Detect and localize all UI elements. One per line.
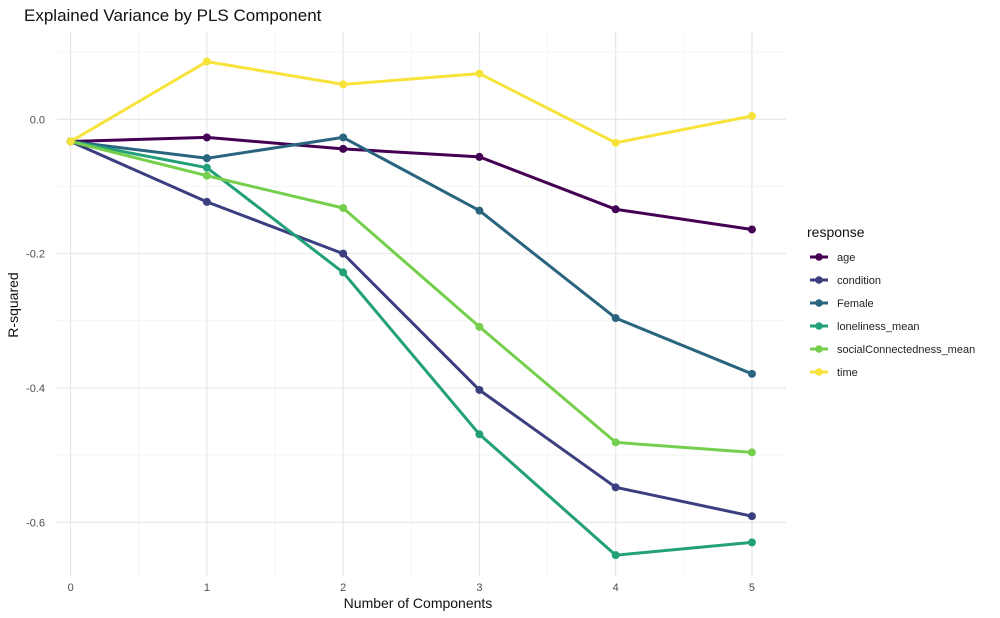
data-point-Female	[611, 314, 620, 323]
legend-item-loneliness_mean: loneliness_mean	[810, 321, 920, 333]
data-point-condition	[475, 385, 484, 394]
data-point-condition	[339, 249, 348, 258]
x-axis-title: Number of Components	[344, 595, 493, 611]
series-line-loneliness_mean	[69, 140, 754, 557]
data-point-age	[475, 152, 484, 161]
series-line-age	[69, 135, 754, 231]
y-tick-label: -0.4	[26, 383, 45, 395]
legend: response age condition Female loneliness_me…	[807, 224, 975, 379]
data-point-time	[747, 111, 756, 120]
data-point-age	[202, 133, 211, 142]
data-point-condition	[747, 512, 756, 521]
series-lines	[69, 60, 754, 557]
legend-key-point	[815, 299, 823, 307]
x-tick-label: 0	[68, 582, 74, 594]
data-point-loneliness_mean	[611, 551, 620, 560]
legend-item-socialConnectedness_mean: socialConnectedness_mean	[810, 344, 975, 356]
series-line-condition	[69, 140, 754, 518]
x-tick-label: 4	[613, 582, 619, 594]
legend-key-point	[815, 345, 823, 353]
legend-key-point	[815, 322, 823, 330]
y-axis-title: R-squared	[5, 272, 21, 337]
legend-label: age	[837, 252, 855, 264]
data-point-time	[66, 137, 75, 146]
data-point-socialConnectedness_mean	[611, 438, 620, 447]
x-tick-label: 5	[749, 582, 755, 594]
legend-label: time	[837, 367, 858, 379]
data-point-time	[611, 138, 620, 147]
data-point-socialConnectedness_mean	[475, 322, 484, 331]
x-tick-label: 2	[340, 582, 346, 594]
y-tick-label: 0.0	[30, 114, 45, 126]
data-point-socialConnectedness_mean	[339, 203, 348, 212]
legend-key-point	[815, 276, 823, 284]
legend-label: condition	[837, 275, 881, 287]
data-point-time	[339, 80, 348, 89]
series-line-socialConnectedness_mean	[69, 140, 754, 454]
legend-item-condition: condition	[810, 275, 881, 287]
y-tick-labels: 0.0 -0.2 -0.4 -0.6	[26, 114, 45, 529]
data-point-loneliness_mean	[202, 163, 211, 172]
data-point-age	[747, 225, 756, 234]
data-point-loneliness_mean	[747, 538, 756, 547]
data-point-age	[339, 144, 348, 153]
x-tick-label: 1	[204, 582, 210, 594]
legend-key-point	[815, 253, 823, 261]
chart-title: Explained Variance by PLS Component	[24, 6, 322, 25]
data-point-condition	[611, 483, 620, 492]
legend-label: socialConnectedness_mean	[837, 344, 975, 356]
legend-items: age condition Female loneliness_mean socialC…	[810, 252, 975, 379]
data-point-time	[202, 57, 211, 66]
y-tick-label: -0.2	[26, 249, 45, 261]
legend-item-time: time	[810, 367, 858, 379]
data-point-loneliness_mean	[475, 430, 484, 439]
x-tick-labels: 0 1 2 3 4 5	[68, 582, 755, 594]
legend-title: response	[807, 224, 865, 240]
data-point-Female	[202, 154, 211, 163]
legend-key-point	[815, 368, 823, 376]
y-tick-label: -0.6	[26, 517, 45, 529]
series-line-Female	[69, 135, 754, 376]
data-point-condition	[202, 197, 211, 206]
data-point-Female	[339, 133, 348, 142]
series-points	[66, 57, 756, 560]
grid	[57, 32, 786, 576]
data-point-socialConnectedness_mean	[747, 448, 756, 457]
x-tick-label: 3	[476, 582, 482, 594]
data-point-time	[475, 69, 484, 78]
legend-label: loneliness_mean	[837, 321, 920, 333]
data-point-socialConnectedness_mean	[202, 171, 211, 180]
data-point-Female	[747, 369, 756, 378]
legend-label: Female	[837, 298, 874, 310]
legend-item-Female: Female	[810, 298, 874, 310]
data-point-age	[611, 205, 620, 214]
legend-item-age: age	[810, 252, 855, 264]
data-point-Female	[475, 206, 484, 215]
data-point-loneliness_mean	[339, 268, 348, 277]
series-line-time	[69, 60, 754, 145]
